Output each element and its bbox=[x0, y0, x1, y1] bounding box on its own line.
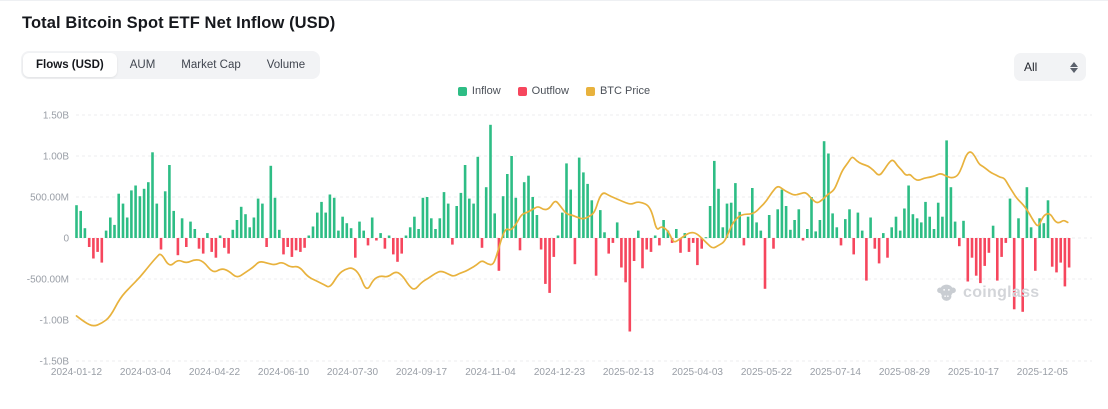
svg-text:1.00B: 1.00B bbox=[43, 152, 69, 163]
svg-text:2024-07-30: 2024-07-30 bbox=[327, 367, 379, 378]
select-chevrons-icon bbox=[1070, 61, 1078, 73]
svg-text:2025-08-29: 2025-08-29 bbox=[879, 367, 931, 378]
svg-text:0: 0 bbox=[63, 234, 69, 245]
svg-text:2024-01-12: 2024-01-12 bbox=[51, 367, 103, 378]
legend-item-btc-price[interactable]: BTC Price bbox=[585, 85, 650, 97]
svg-text:2024-09-17: 2024-09-17 bbox=[396, 367, 448, 378]
range-select-value: All bbox=[1024, 60, 1038, 74]
svg-text:-1.50B: -1.50B bbox=[40, 357, 70, 368]
outflow-swatch-icon bbox=[517, 86, 527, 96]
svg-text:2025-05-22: 2025-05-22 bbox=[741, 367, 793, 378]
tab-aum[interactable]: AUM bbox=[129, 59, 156, 71]
y-axis-labels: 1.50B 1.00B 500.00M 0 -500.00M -1.00B -1.50B bbox=[27, 111, 70, 368]
svg-text:2025-10-17: 2025-10-17 bbox=[948, 367, 1000, 378]
range-select[interactable]: All bbox=[1014, 53, 1086, 81]
svg-text:2024-03-04: 2024-03-04 bbox=[120, 367, 172, 378]
chart-legend: Inflow Outflow BTC Price bbox=[0, 85, 1108, 97]
flow-bars bbox=[75, 124, 1071, 332]
svg-text:2025-12-05: 2025-12-05 bbox=[1017, 367, 1069, 378]
svg-text:2025-07-14: 2025-07-14 bbox=[810, 367, 862, 378]
svg-text:-1.00B: -1.00B bbox=[40, 316, 70, 327]
chart-tabbar: Flows (USD) AUM Market Cap Volume bbox=[21, 51, 321, 79]
svg-text:1.50B: 1.50B bbox=[43, 111, 69, 122]
svg-text:2024-12-23: 2024-12-23 bbox=[534, 367, 586, 378]
svg-text:500.00M: 500.00M bbox=[30, 193, 69, 204]
svg-text:2025-02-13: 2025-02-13 bbox=[603, 367, 655, 378]
tab-market-cap[interactable]: Market Cap bbox=[181, 59, 241, 71]
x-axis-labels: 2024-01-12 2024-03-04 2024-04-22 2024-06-10… bbox=[51, 367, 1068, 378]
legend-item-inflow[interactable]: Inflow bbox=[457, 85, 501, 97]
svg-text:2024-06-10: 2024-06-10 bbox=[258, 367, 310, 378]
btc-price-swatch-icon bbox=[585, 86, 595, 96]
gridlines bbox=[76, 114, 1092, 362]
svg-text:2024-11-04: 2024-11-04 bbox=[465, 367, 516, 378]
svg-text:-500.00M: -500.00M bbox=[27, 275, 69, 286]
inflow-swatch-icon bbox=[457, 86, 467, 96]
svg-text:2025-04-03: 2025-04-03 bbox=[672, 367, 724, 378]
tab-flows-usd[interactable]: Flows (USD) bbox=[23, 53, 117, 77]
page-title: Total Bitcoin Spot ETF Net Inflow (USD) bbox=[22, 14, 336, 32]
legend-item-outflow[interactable]: Outflow bbox=[517, 85, 569, 97]
svg-text:2024-04-22: 2024-04-22 bbox=[189, 367, 241, 378]
btc-price-line bbox=[75, 151, 1069, 327]
tab-volume[interactable]: Volume bbox=[266, 59, 306, 71]
